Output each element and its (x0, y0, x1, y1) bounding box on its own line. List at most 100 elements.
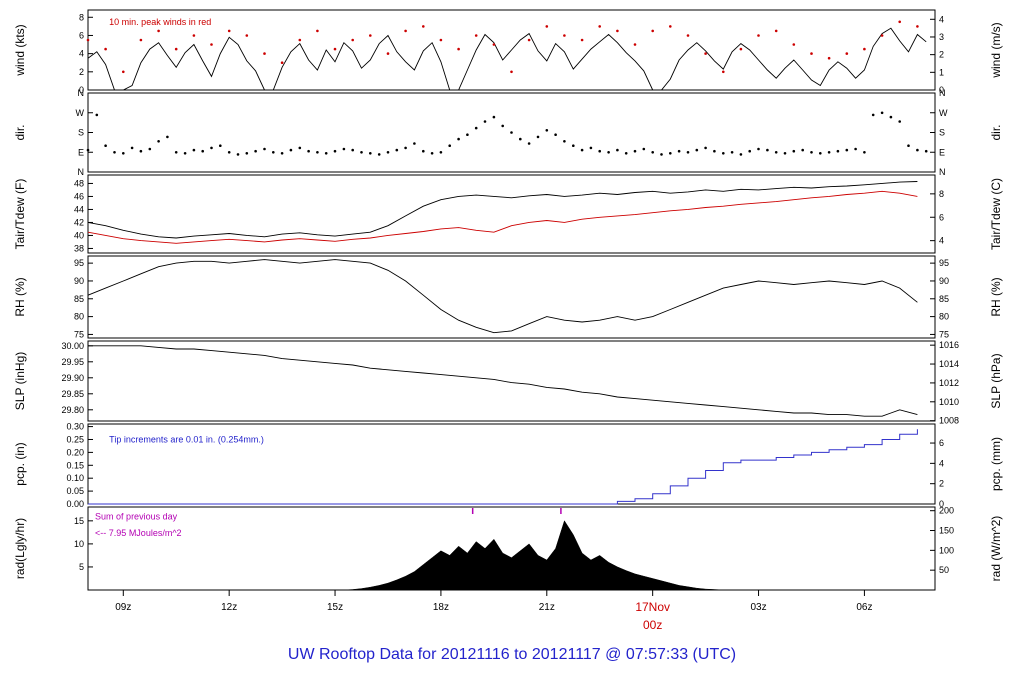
dir-wind-direction-dot (916, 148, 919, 152)
dir-wind-direction-dot (324, 152, 328, 155)
wind-peak-wind-dot (739, 47, 743, 51)
pcp-left-tick-label: 0.00 (66, 499, 84, 509)
temp-right-tick-label: 8 (939, 189, 944, 199)
dir-left-tick-label: W (76, 108, 85, 118)
dir-left-tick-label: E (78, 147, 84, 157)
dir-wind-direction-dot (386, 151, 390, 154)
wind-left-axis-label: wind (kts) (13, 24, 27, 76)
dir-wind-direction-dot (439, 151, 443, 154)
rad-right-axis-label: rad (W/m^2) (989, 516, 1003, 582)
dir-wind-direction-dot (580, 148, 584, 152)
wind-left-tick-label: 8 (79, 12, 84, 22)
pcp-right-tick-label: 0 (939, 499, 944, 509)
dir-wind-direction-dot (104, 144, 107, 147)
dir-wind-direction-dot (589, 146, 593, 150)
dir-wind-direction-dot (483, 120, 487, 123)
dir-wind-direction-dot (845, 148, 849, 152)
wind-peak-wind-dot (580, 38, 584, 42)
pcp-precip-accum-step (88, 429, 918, 505)
dir-left-tick-label: S (78, 128, 84, 138)
wind-peak-wind-dot (210, 43, 213, 46)
time-tick-label: 06z (856, 602, 872, 613)
dir-wind-direction-dot (210, 146, 213, 150)
wind-peak-wind-dot (369, 34, 372, 37)
wind-peak-wind-dot (298, 38, 302, 42)
dir-wind-direction-dot (642, 147, 646, 151)
slp-right-tick-label: 1014 (939, 359, 959, 369)
time-tick-label: 09z (115, 602, 131, 613)
wind-peak-wind-dot (633, 43, 637, 46)
wind-peak-wind-dot (563, 34, 566, 37)
dir-wind-direction-dot (166, 135, 169, 139)
dir-wind-direction-dot (342, 147, 346, 151)
dir-wind-direction-dot (448, 144, 452, 147)
wind-peak-wind-dot (386, 52, 390, 55)
dir-wind-direction-dot (695, 148, 699, 152)
dir-wind-direction-dot (616, 148, 619, 152)
wind-peak-wind-dot (669, 25, 672, 28)
wind-peak-wind-dot (245, 34, 249, 37)
wind-peak-wind-dot (492, 43, 496, 46)
wind-peak-wind-dot (757, 34, 760, 37)
time-axis: 09z 12z 15z 18z 21z 03z 06z 17Nov 00z (115, 590, 872, 632)
dir-wind-direction-dot (245, 152, 249, 155)
wind-peak-wind-dot (704, 52, 707, 55)
dir-wind-direction-dot (351, 148, 355, 152)
panel-wind: 0 2 4 6 8 0 1 2 3 4 wind (kts) wind (m/s) 10 min. pe… (13, 9, 1003, 95)
dir-right-tick-label: S (939, 128, 945, 138)
rad-right-tick-label: 100 (939, 545, 954, 555)
wind-peak-wind-dot (174, 47, 178, 51)
dir-wind-direction-dot (607, 151, 610, 154)
time-tick-label: 21z (539, 602, 555, 613)
dir-wind-direction-dot (254, 149, 257, 153)
wind-peak-wind-dot (351, 38, 355, 42)
wind-right-tick-label: 3 (939, 32, 944, 42)
wind-peak-wind-dot (333, 47, 337, 51)
dir-wind-direction-dot (898, 120, 901, 123)
temp-right-tick-label: 4 (939, 236, 944, 246)
dir-wind-direction-dot (889, 115, 893, 119)
rad-left-axis-label: rad(Lgly/hr) (13, 518, 27, 579)
slp-left-tick-label: 29.80 (61, 405, 84, 415)
slp-left-tick-label: 29.95 (61, 357, 84, 367)
dir-left-axis-label: dir. (13, 124, 27, 140)
temp-left-tick-label: 42 (74, 217, 84, 227)
wind-peak-wind-dot (439, 38, 443, 42)
dir-wind-direction-dot (272, 151, 275, 154)
dir-wind-direction-dot (157, 140, 160, 143)
temp-frame (87, 174, 936, 254)
rh-left-tick-label: 90 (74, 276, 84, 286)
slp-left-tick-label: 29.85 (61, 389, 84, 399)
dir-wind-direction-dot (554, 133, 557, 136)
dir-wind-direction-dot (201, 149, 204, 153)
dir-wind-direction-dot (527, 142, 531, 145)
rh-left-tick-label: 80 (74, 312, 84, 322)
wind-peak-wind-dot (916, 25, 919, 28)
dir-wind-direction-dot (316, 151, 319, 154)
pcp-left-tick-label: 0.25 (66, 434, 84, 444)
dir-wind-direction-dot (174, 151, 178, 154)
dir-wind-direction-dot (704, 146, 707, 150)
dir-wind-direction-dot (501, 124, 505, 128)
dir-wind-direction-dot (863, 151, 866, 154)
dir-wind-direction-dot (686, 151, 690, 154)
slp-right-tick-label: 1012 (939, 378, 959, 388)
panel-rh: 75 80 85 90 95 75 80 85 90 95 RH (%) RH (%) (13, 255, 1003, 339)
dir-wind-direction-dot (219, 144, 222, 147)
slp-right-tick-label: 1016 (939, 340, 959, 350)
pcp-left-tick-label: 0.20 (66, 447, 84, 457)
dir-wind-direction-dot (801, 148, 804, 152)
wind-left-tick-label: 6 (79, 30, 84, 40)
dir-wind-direction-dot (430, 152, 434, 155)
wind-peak-wind-dot (263, 52, 266, 55)
dir-wind-direction-dot (492, 115, 496, 119)
temp-left-tick-label: 40 (74, 230, 84, 240)
temp-left-axis-label: Tair/Tdew (F) (13, 179, 27, 250)
wind-right-tick-label: 4 (939, 14, 944, 24)
dir-wind-direction-dot (819, 152, 822, 155)
dir-wind-direction-dot (377, 153, 381, 156)
wind-peak-wind-dot (651, 29, 654, 33)
slp-right-tick-label: 1008 (939, 416, 959, 426)
